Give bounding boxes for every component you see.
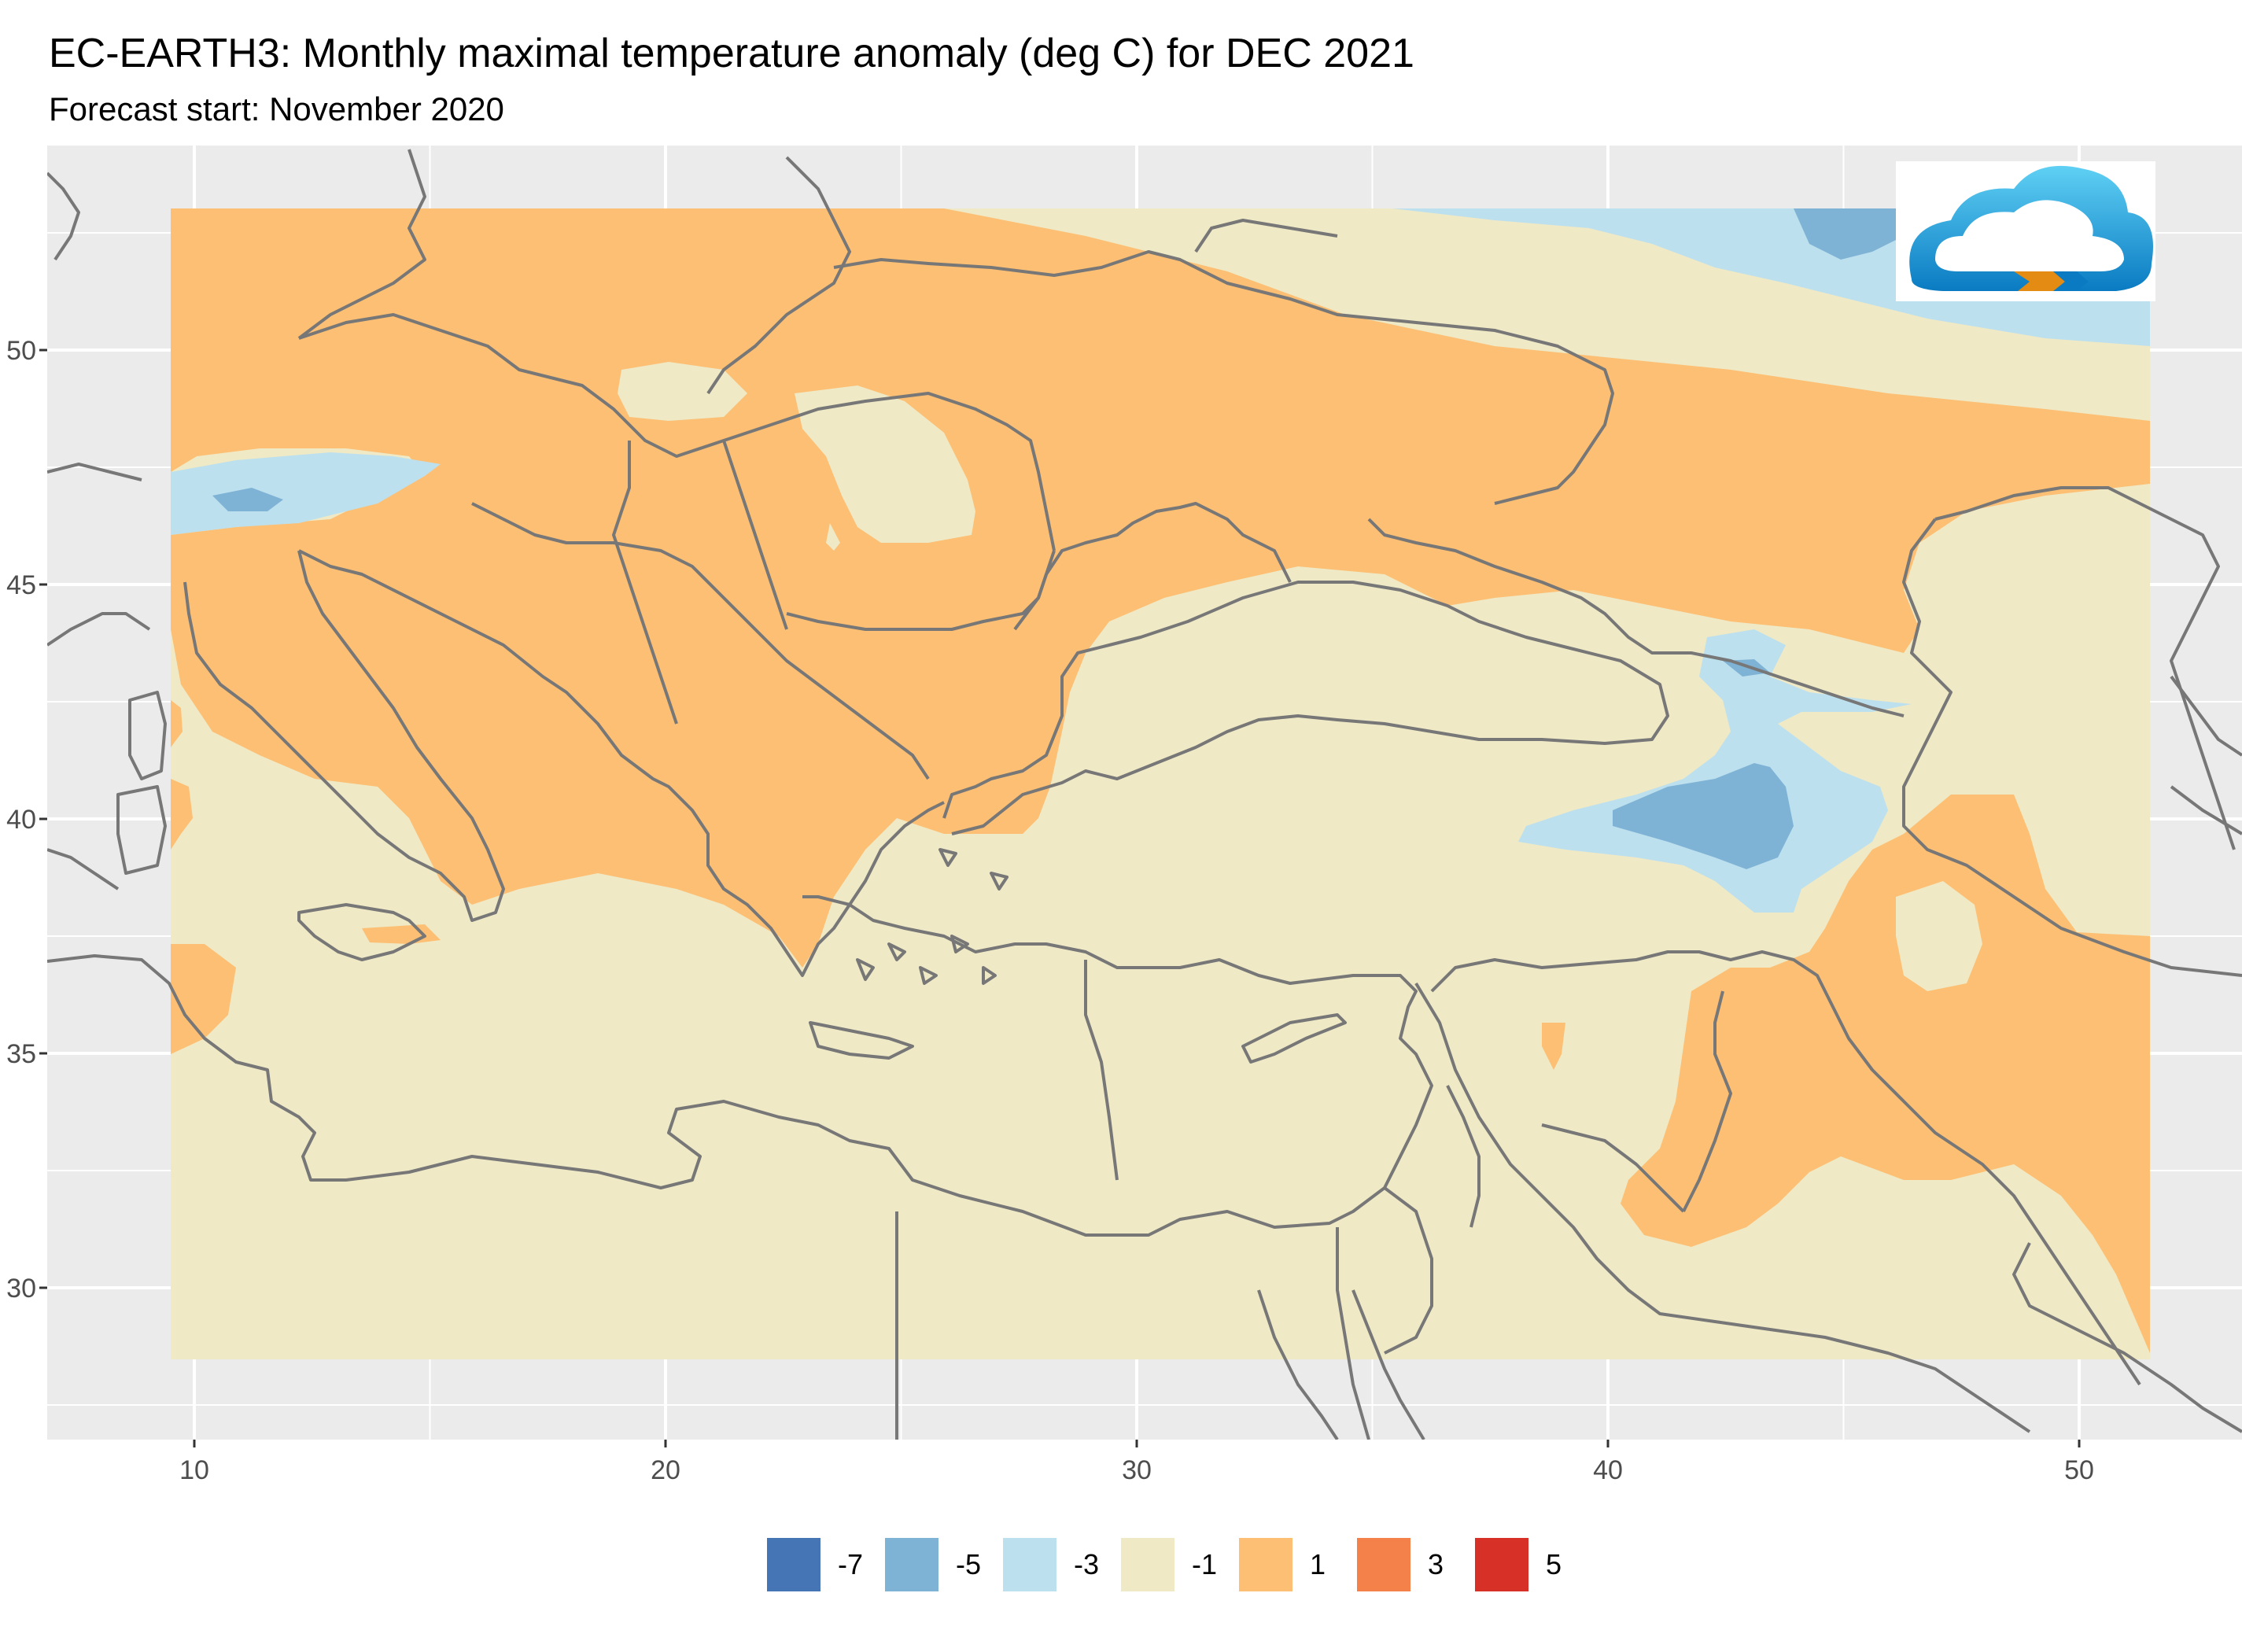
coastlines-and-borders xyxy=(47,149,2242,1440)
y-tick-label: 50 xyxy=(6,336,36,366)
x-tick-label: 50 xyxy=(2064,1455,2094,1485)
legend-label: -1 xyxy=(1192,1548,1217,1580)
legend: -7 -5 -3 -1 1 3 5 xyxy=(767,1538,1562,1591)
y-axis: 30 35 40 45 50 xyxy=(6,336,47,1304)
legend-label: 3 xyxy=(1428,1548,1444,1580)
near-normal-islands xyxy=(618,362,2150,991)
x-tick-label: 10 xyxy=(179,1455,209,1485)
legend-label: 1 xyxy=(1310,1548,1326,1580)
x-tick-label: 20 xyxy=(651,1455,680,1485)
strong-cool-regions xyxy=(212,208,1919,869)
legend-swatch xyxy=(767,1538,820,1591)
legend-label: 5 xyxy=(1546,1548,1562,1580)
x-tick-label: 40 xyxy=(1593,1455,1623,1485)
x-tick-label: 30 xyxy=(1122,1455,1152,1485)
y-tick-label: 40 xyxy=(6,805,36,835)
map-title: EC-EARTH3: Monthly maximal temperature a… xyxy=(49,31,1414,76)
legend-label: -3 xyxy=(1074,1548,1099,1580)
legend-swatch xyxy=(1003,1538,1056,1591)
cloud-logo xyxy=(1896,161,2155,301)
legend-swatch xyxy=(1357,1538,1410,1591)
legend-label: -5 xyxy=(956,1548,981,1580)
x-axis: 10 20 30 40 50 xyxy=(179,1440,2094,1485)
legend-swatch xyxy=(1121,1538,1174,1591)
y-tick-label: 30 xyxy=(6,1274,36,1304)
legend-swatch xyxy=(1239,1538,1292,1591)
legend-swatch xyxy=(885,1538,938,1591)
y-tick-label: 35 xyxy=(6,1039,36,1069)
map-subtitle: Forecast start: November 2020 xyxy=(49,90,504,127)
legend-swatch xyxy=(1475,1538,1528,1591)
y-tick-label: 45 xyxy=(6,570,36,600)
legend-label: -7 xyxy=(838,1548,863,1580)
